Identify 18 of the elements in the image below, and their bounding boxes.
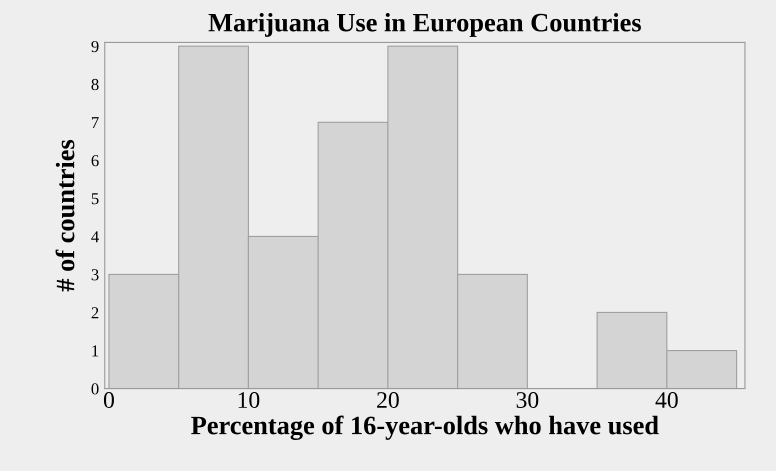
x-tick-label: 20 xyxy=(377,392,399,408)
chart-title: Marijuana Use in European Countries xyxy=(208,12,641,37)
y-tick-label: 1 xyxy=(92,345,98,356)
x-tick-label: 40 xyxy=(656,392,678,408)
y-tick-label: 2 xyxy=(92,307,98,318)
y-tick-label: 6 xyxy=(92,155,99,166)
x-tick-label: 10 xyxy=(238,392,260,408)
y-tick-label: 4 xyxy=(91,231,99,242)
x-tick-label: 0 xyxy=(104,392,114,408)
y-tick-label: 7 xyxy=(92,117,99,128)
x-tick-label: 30 xyxy=(516,392,538,408)
y-axis-title: # of countries xyxy=(56,140,74,292)
y-tick-label: 3 xyxy=(92,269,99,280)
y-tick-label: 8 xyxy=(92,78,99,90)
y-tick-label: 0 xyxy=(92,383,99,395)
y-tick-label: 9 xyxy=(91,40,99,52)
x-axis-title: Percentage of 16-year-olds who have used xyxy=(191,416,659,440)
y-tick-label: 5 xyxy=(92,193,99,204)
